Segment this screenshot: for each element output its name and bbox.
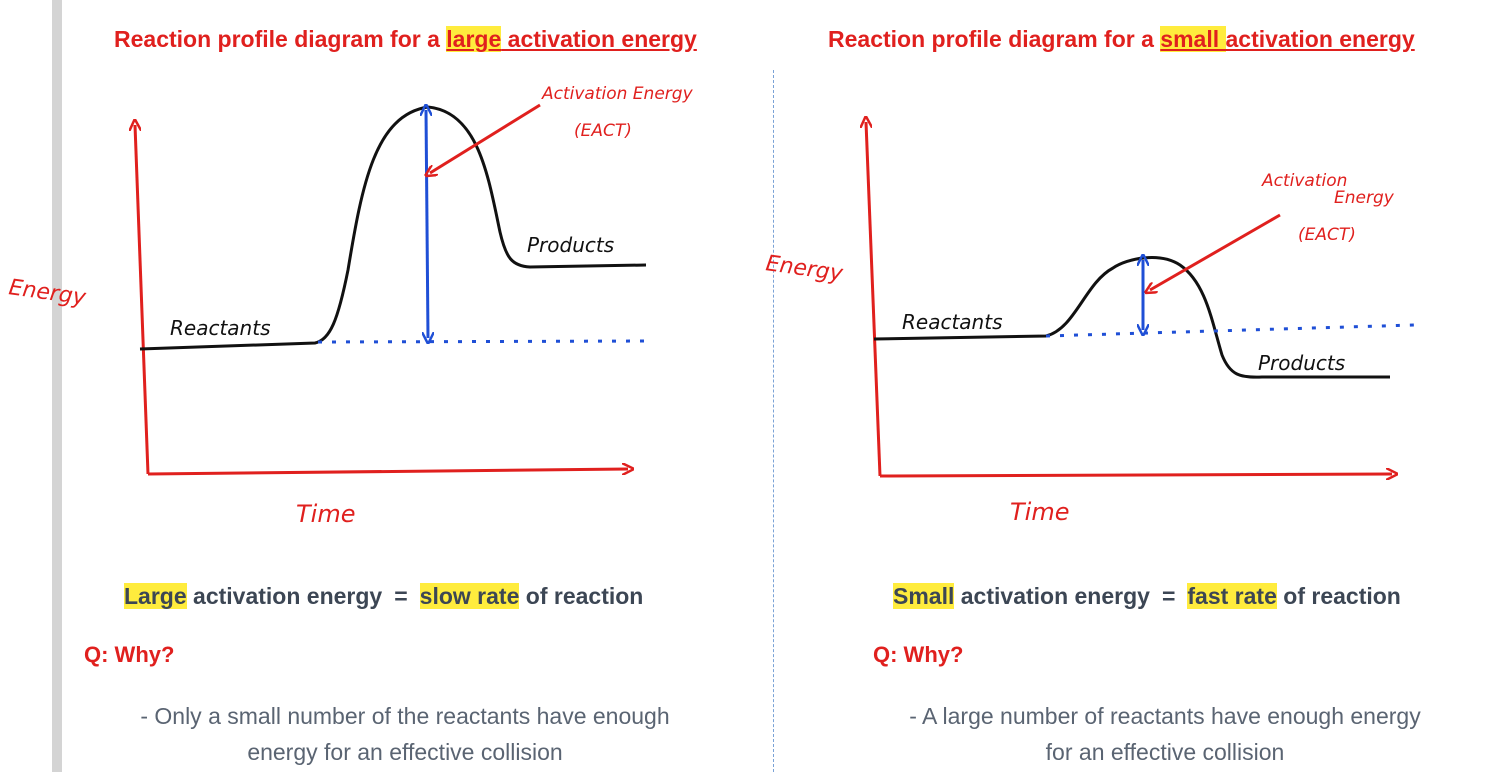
- left-title: Reaction profile diagram for a large act…: [114, 26, 697, 53]
- left-question: Q: Why?: [84, 642, 175, 667]
- left-activation-pointer: [430, 103, 541, 173]
- right-reactant-level-line: [1045, 323, 1415, 338]
- left-reactant-level-line: [317, 339, 651, 344]
- left-x-axis-label: Time: [296, 500, 355, 528]
- left-summary-text-2: of reaction: [519, 583, 644, 609]
- right-reactants-label: Reactants: [902, 310, 1003, 334]
- left-diagram: Energy Time Reactants Products Activatio…: [7, 84, 693, 528]
- right-diagram: Energy Time Reactants Products Activatio…: [764, 122, 1415, 526]
- right-summary: Small activation energy = fast rate of rea…: [893, 583, 1401, 610]
- right-energy-curve: [873, 256, 1390, 379]
- left-y-axis-label: Energy: [7, 275, 88, 311]
- left-activation-label: Activation Energy: [541, 84, 694, 104]
- right-answer: - A large number of reactants have enoug…: [860, 698, 1470, 770]
- right-summary-highlight-small: Small: [893, 583, 955, 609]
- left-title-highlight: large: [446, 26, 502, 52]
- column-divider: [773, 70, 774, 772]
- right-summary-text-1: activation energy: [954, 583, 1150, 609]
- right-title-highlight: small: [1160, 26, 1226, 52]
- left-x-axis: [147, 469, 628, 476]
- right-activation-label-2: Energy: [1334, 188, 1395, 208]
- right-summary-highlight-rate: fast rate: [1187, 583, 1277, 609]
- right-activation-label-1: Activation: [1261, 171, 1347, 191]
- left-summary: Large activation energy = slow rate of rea…: [124, 583, 643, 610]
- left-y-axis: [135, 125, 150, 475]
- left-title-prefix: Reaction profile diagram for a: [114, 26, 447, 52]
- left-title-suffix: activation energy: [501, 26, 697, 52]
- left-summary-highlight-large: Large: [124, 583, 187, 609]
- right-title: Reaction profile diagram for a small act…: [828, 26, 1415, 53]
- left-activation-abbrev: (EACT): [574, 121, 632, 141]
- left-summary-highlight-rate: slow rate: [419, 583, 520, 609]
- right-summary-text-2: of reaction: [1276, 583, 1401, 609]
- right-title-suffix: activation energy: [1225, 26, 1415, 52]
- right-y-axis: [866, 122, 882, 477]
- right-products-label: Products: [1258, 351, 1345, 375]
- left-energy-curve: [139, 105, 647, 351]
- right-activation-pointer: [1150, 213, 1281, 290]
- right-x-axis: [879, 474, 1392, 476]
- page-margin-bar: [52, 0, 62, 772]
- left-summary-equals: =: [394, 583, 408, 609]
- left-activation-energy-arrow: [426, 110, 428, 338]
- left-answer: - Only a small number of the reactants h…: [80, 698, 730, 770]
- right-x-axis-label: Time: [1010, 498, 1069, 526]
- right-summary-equals: =: [1161, 583, 1176, 609]
- left-answer-line-2: energy for an effective collision: [247, 739, 563, 765]
- right-y-axis-label: Energy: [764, 251, 845, 287]
- right-activation-abbrev: (EACT): [1298, 225, 1356, 245]
- left-reactants-label: Reactants: [170, 316, 271, 340]
- reaction-profile-diagrams: Energy Time Reactants Products Activatio…: [7, 84, 1415, 528]
- right-question: Q: Why?: [873, 642, 964, 667]
- left-answer-line-1: - Only a small number of the reactants h…: [140, 703, 670, 729]
- right-answer-line-1: - A large number of reactants have enoug…: [909, 703, 1421, 729]
- right-title-prefix: Reaction profile diagram for a: [828, 26, 1161, 52]
- left-summary-text-1: activation energy: [186, 583, 383, 609]
- right-answer-line-2: for an effective collision: [1045, 739, 1285, 765]
- left-products-label: Products: [527, 233, 614, 257]
